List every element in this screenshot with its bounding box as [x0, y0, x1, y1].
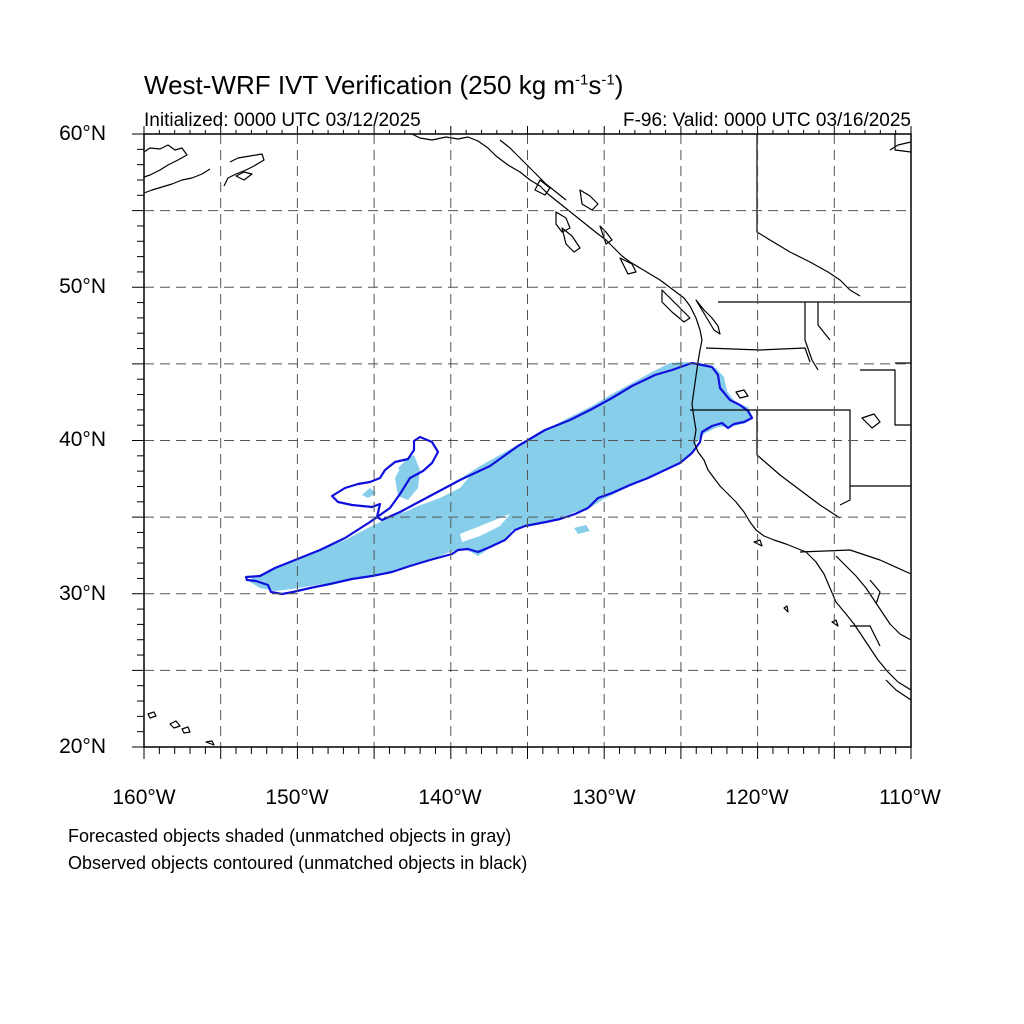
axis-ticks	[132, 126, 912, 759]
lon-label-150w: 150°W	[265, 786, 329, 809]
legend-note-observed: Observed objects contoured (unmatched ob…	[68, 853, 528, 873]
valid-time-label: F-96: Valid: 0000 UTC 03/16/2025	[623, 110, 911, 131]
lat-label-50n: 50°N	[59, 275, 106, 298]
lon-label-160w: 160°W	[112, 786, 176, 809]
lat-label-60n: 60°N	[59, 122, 106, 145]
lon-label-120w: 120°W	[725, 786, 789, 809]
plot-frame	[143, 133, 912, 748]
coastlines	[144, 134, 911, 746]
lat-label-20n: 20°N	[59, 735, 106, 758]
map-grid	[144, 134, 911, 747]
observed-object-contour	[244, 361, 754, 596]
lon-label-130w: 130°W	[572, 786, 636, 809]
legend-note-forecast: Forecasted objects shaded (unmatched obj…	[68, 826, 512, 846]
lon-label-110w: 110°W	[879, 786, 941, 809]
lon-label-140w: 140°W	[418, 786, 482, 809]
init-time-label: Initialized: 0000 UTC 03/12/2025	[144, 110, 421, 131]
lat-label-40n: 40°N	[59, 428, 106, 451]
lat-label-30n: 30°N	[59, 582, 106, 605]
forecast-object-main	[250, 362, 753, 591]
chart-title: West-WRF IVT Verification (250 kg m-1s-1…	[144, 70, 624, 100]
